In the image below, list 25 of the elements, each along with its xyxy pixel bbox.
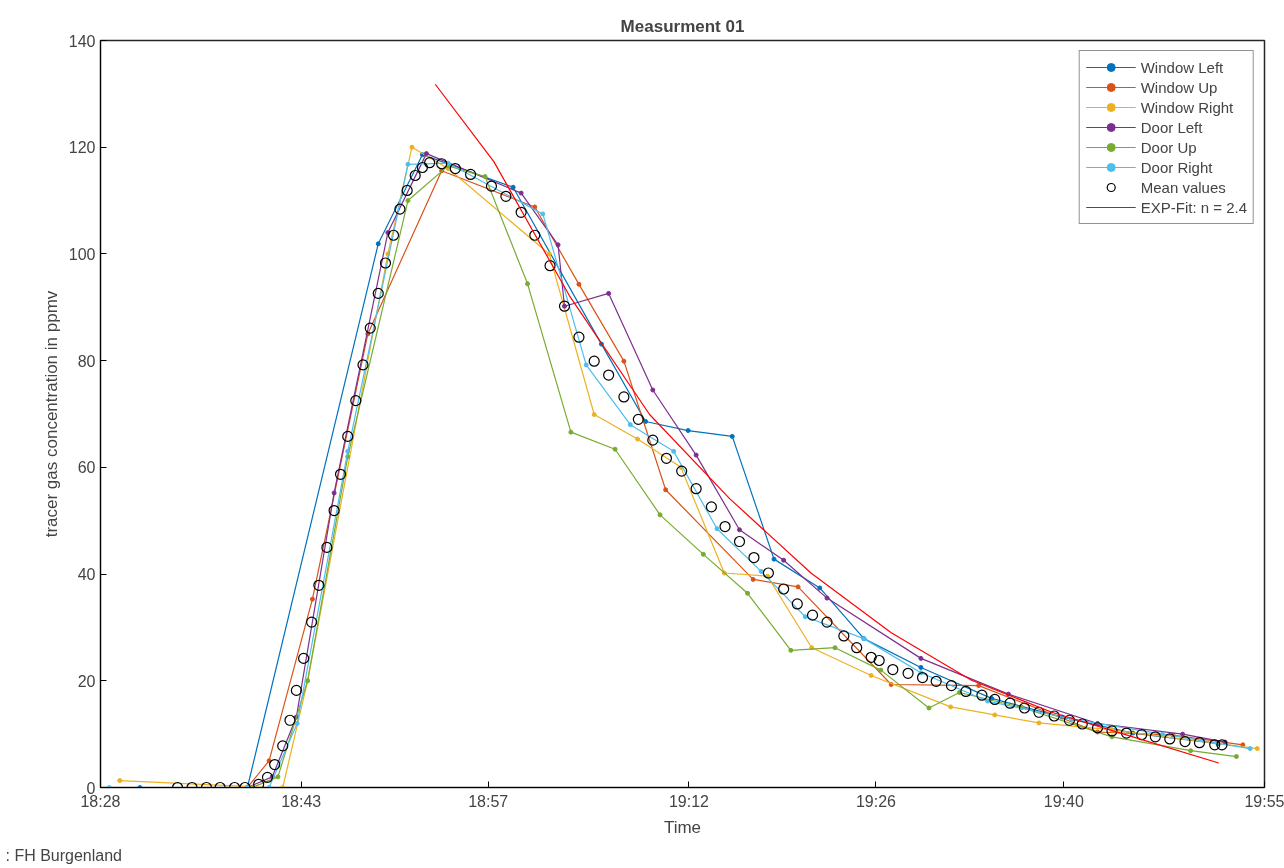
y-tick-label: 60 [77, 459, 96, 477]
y-tick-label: 20 [77, 672, 96, 690]
legend-label: Mean values [1140, 178, 1226, 196]
legend-label: Window Left [1140, 58, 1224, 76]
x-tick-label: 18:43 [281, 792, 322, 810]
legend-label: EXP-Fit: n = 2.4 [1140, 198, 1247, 216]
x-tick-label: 19:40 [1043, 792, 1084, 810]
y-tick-label: 80 [77, 352, 96, 370]
x-tick-label: 19:55 [1244, 792, 1284, 810]
legend-label: Window Up [1140, 78, 1218, 96]
text: : FH Burgenland [5, 846, 123, 864]
y-tick-label: 100 [68, 245, 96, 263]
x-tick-label: 18:57 [468, 792, 509, 810]
legend-label: Window Right [1140, 98, 1234, 116]
chart-title: Measurment 01 [620, 16, 745, 36]
y-tick-label: 40 [77, 566, 96, 584]
x-tick-label: 19:12 [668, 792, 710, 810]
legend-label: Door Right [1140, 158, 1213, 176]
legend-label: Door Up [1140, 138, 1197, 156]
y-tick-label: 120 [68, 139, 96, 157]
y-axis-title: tracer gas concentration in ppmv [41, 290, 61, 538]
legend-label: Door Left [1140, 118, 1203, 136]
x-tick-label: 19:26 [855, 792, 897, 810]
x-axis-title: Time [663, 817, 702, 837]
y-tick-label: 140 [68, 32, 96, 50]
